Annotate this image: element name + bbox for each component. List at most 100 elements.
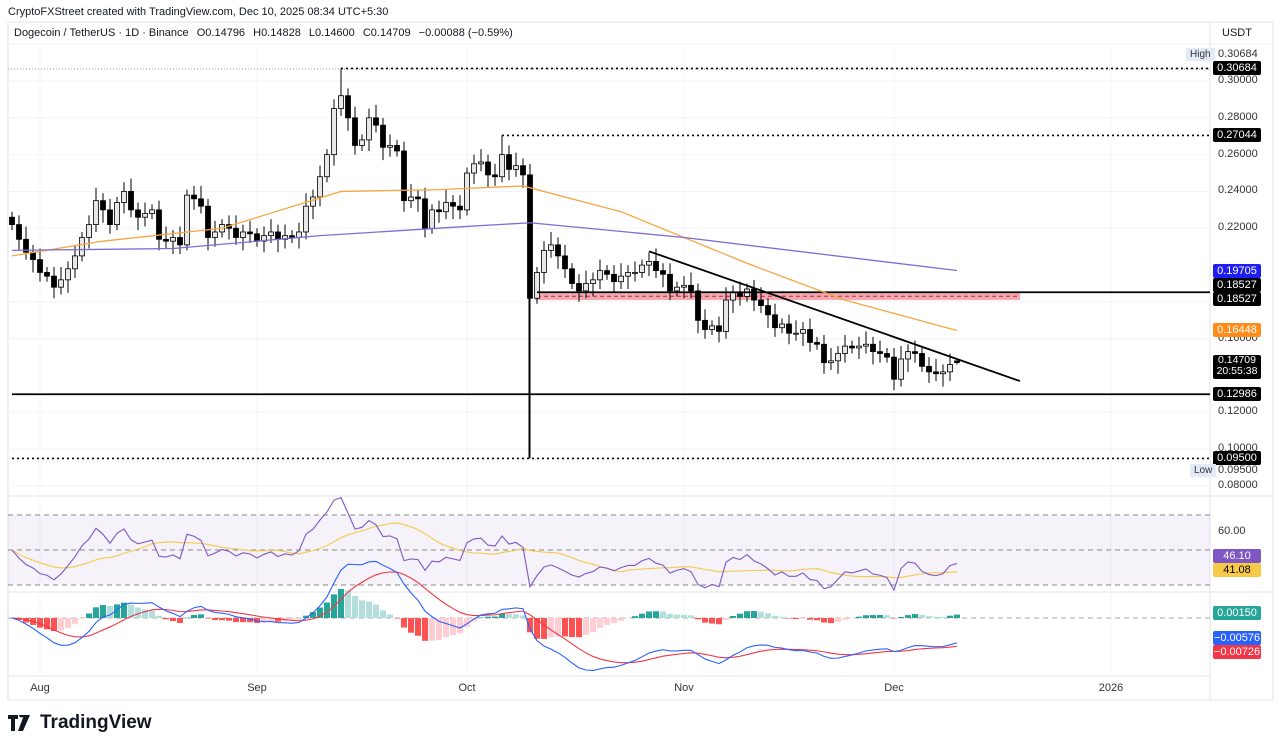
- candle-bearish: [555, 244, 561, 257]
- macd-histogram-bar: [618, 618, 624, 621]
- candle-bearish: [9, 216, 15, 225]
- macd-histogram-bar: [849, 618, 855, 619]
- candle-bullish: [443, 202, 449, 213]
- macd-histogram-bar: [954, 614, 960, 618]
- candle-bearish: [576, 283, 582, 292]
- candle-bearish: [954, 360, 960, 363]
- candle-bullish: [632, 272, 638, 274]
- macd-histogram-bar: [520, 615, 526, 618]
- candle-bearish: [527, 174, 533, 299]
- rsi-line: [11, 496, 958, 592]
- candle-bullish: [317, 176, 323, 198]
- candle-bearish: [380, 124, 386, 148]
- macd-histogram-bar: [737, 613, 743, 618]
- macd-histogram-bar: [205, 618, 211, 619]
- macd-histogram-bar: [695, 618, 701, 620]
- macd-histogram-bar: [611, 618, 617, 624]
- macd-histogram-bar: [492, 616, 498, 618]
- price-tick: 0.22000: [1218, 221, 1258, 234]
- candle-bullish: [471, 163, 477, 174]
- macd-histogram-bar: [877, 615, 883, 618]
- change-value: −0.00088 (−0.59%): [418, 27, 513, 39]
- candle-bearish: [772, 314, 778, 329]
- macd-histogram-bar: [275, 618, 281, 622]
- macd-histogram-bar: [121, 602, 127, 618]
- candle-bullish: [408, 196, 414, 202]
- candle-bearish: [16, 224, 22, 240]
- candle-bearish: [100, 200, 106, 211]
- macd-histogram-bar: [100, 605, 106, 618]
- macd-histogram-bar: [177, 618, 183, 624]
- chart-frame: [7, 21, 1274, 701]
- macd-histogram-bar: [51, 618, 57, 632]
- candle-bearish: [107, 209, 113, 225]
- macd-histogram-bar: [604, 618, 610, 625]
- macd-histogram-bar: [835, 618, 841, 622]
- candle-bullish: [79, 237, 85, 257]
- candle-bullish: [730, 292, 736, 301]
- macd-histogram-bar: [317, 607, 323, 618]
- candle-bullish: [387, 145, 393, 148]
- candle-bearish: [51, 275, 57, 288]
- candle-bearish: [814, 342, 820, 345]
- macd-histogram-bar: [527, 618, 533, 633]
- moving-average-line: [11, 185, 958, 332]
- candle-bearish: [660, 270, 666, 275]
- price-tick: 0.26000: [1218, 147, 1258, 160]
- macd-histogram-bar: [870, 615, 876, 618]
- macd-histogram-bar: [443, 618, 449, 638]
- candle-bearish: [163, 238, 169, 242]
- candle-bullish: [184, 194, 190, 246]
- macd-histogram-bar: [394, 618, 400, 619]
- macd-histogram-bar: [842, 618, 848, 620]
- candle-bullish: [863, 343, 869, 347]
- candle-bullish: [618, 275, 624, 283]
- candle-bullish: [121, 191, 127, 203]
- macd-histogram-bar: [429, 618, 435, 641]
- candle-bearish: [702, 319, 708, 330]
- candle-bullish: [842, 345, 848, 354]
- symbol-name[interactable]: Dogecoin / TetherUS · 1D · Binance: [14, 27, 189, 39]
- candle-bearish: [128, 191, 134, 211]
- tradingview-logo[interactable]: TradingView: [8, 712, 152, 734]
- price-marker: 0.18527: [1213, 278, 1261, 293]
- macd-histogram-bar: [681, 614, 687, 618]
- macd-histogram-bar: [401, 618, 407, 628]
- macd-histogram-bar: [65, 618, 71, 628]
- candle-bullish: [779, 323, 785, 329]
- macd-histogram-bar: [534, 618, 540, 639]
- candle-bullish: [86, 224, 92, 238]
- candle-bearish: [653, 261, 659, 272]
- macd-histogram-bar: [947, 615, 953, 618]
- price-chart[interactable]: [0, 0, 1280, 705]
- candle-bearish: [44, 272, 50, 277]
- currency-label[interactable]: USDT: [1222, 27, 1252, 39]
- macd-histogram-bar: [135, 607, 141, 618]
- macd-histogram-bar: [786, 618, 792, 619]
- macd-histogram-bar: [359, 600, 365, 618]
- macd-histogram-bar: [72, 618, 78, 624]
- candle-bearish: [506, 154, 512, 170]
- time-tick: Oct: [458, 682, 476, 694]
- macd-histogram-bar: [933, 616, 939, 618]
- candle-bullish: [93, 200, 99, 225]
- macd-histogram-bar: [625, 618, 631, 619]
- macd-histogram-bar: [261, 618, 267, 623]
- macd-histogram-bar: [485, 616, 491, 618]
- candle-bearish: [23, 238, 29, 253]
- price-marker: 0.09500: [1213, 451, 1261, 466]
- candle-bullish: [828, 360, 834, 364]
- candle-bearish: [37, 259, 43, 273]
- price-marker: 0.30684: [1213, 61, 1261, 76]
- candle-bearish: [884, 353, 890, 358]
- high-value: H0.14828: [253, 27, 301, 39]
- macd-histogram-bar: [310, 612, 316, 618]
- macd-histogram-bar: [758, 611, 764, 618]
- candle-bullish: [499, 154, 505, 178]
- macd-histogram-bar: [37, 618, 43, 628]
- macd-histogram-bar: [674, 614, 680, 618]
- price-marker: 0.19705: [1213, 263, 1261, 278]
- candle-bearish: [373, 117, 379, 126]
- candle-bearish: [247, 231, 253, 235]
- price-tick: 0.24000: [1218, 184, 1258, 197]
